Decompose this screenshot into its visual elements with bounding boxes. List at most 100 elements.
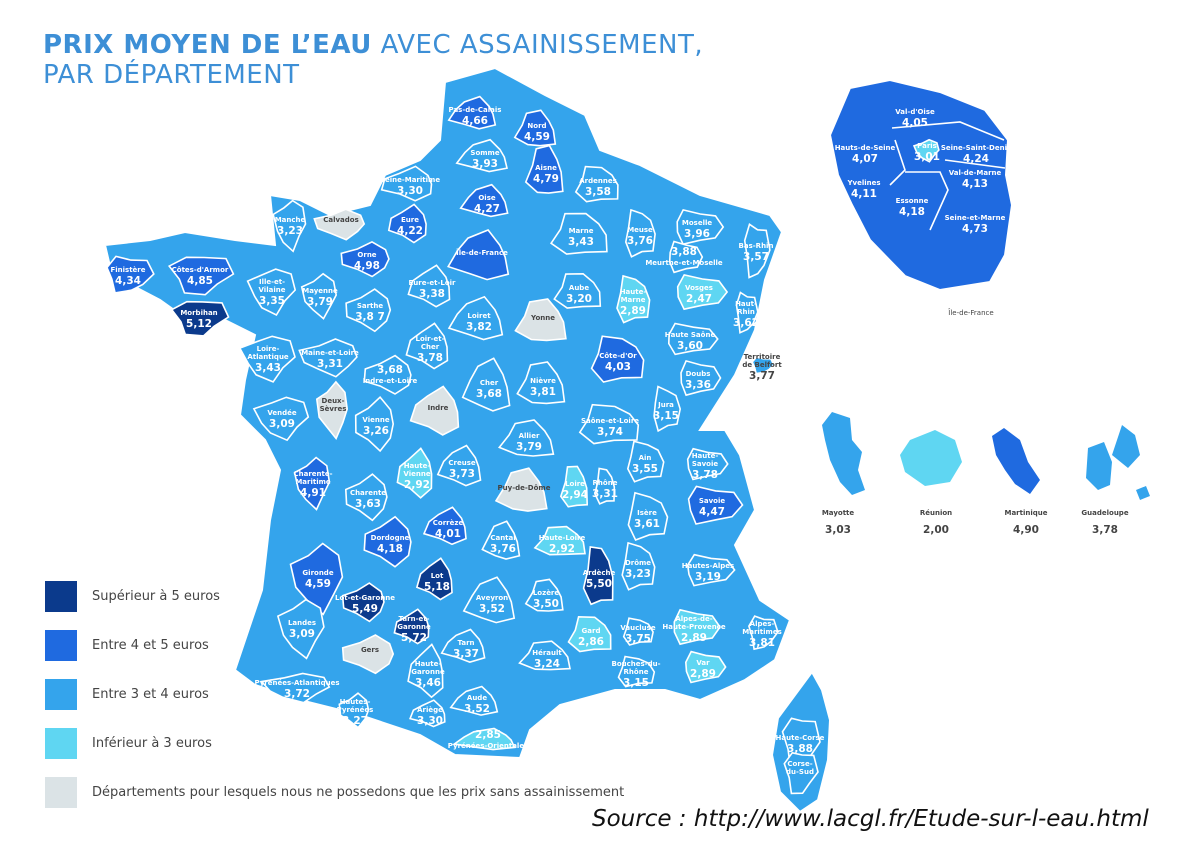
department-herault [518,640,571,671]
department-pyrenees-atlantiques [260,672,331,704]
department-meurthe-et-moselle [668,240,704,274]
department-label-puy-de-dome: Puy-de-Dôme [498,484,551,492]
department-value: 3,27 [342,715,368,727]
department-name: Gers [361,646,379,654]
department-value: 4,47 [699,506,725,518]
department-meuse [624,208,656,258]
department-value: 3,03 [825,524,851,536]
department-marne [549,212,608,255]
department-name: Maine-et-Loire [301,349,359,357]
department-pas-de-calais [447,95,497,130]
legend-item-0: Supérieur à 5 euros [45,581,645,612]
department-value: 3,30 [397,185,423,197]
department-value: 3,68 [476,388,502,400]
department-name: Nord [527,122,546,130]
department-shapes [106,95,821,795]
department-value: 3,81 [749,637,775,649]
department-value: 3,58 [585,186,611,198]
map-title: PRIX MOYEN DE L’EAU AVEC ASSAINISSEMENT,… [43,30,703,90]
department-name: Rhône [593,479,618,487]
department-value: 3,43 [568,236,594,248]
department-vendee [252,396,310,442]
legend-swatch [45,581,77,612]
department-value: 4,03 [605,361,631,373]
department-name: Moselle [682,219,712,227]
department-value: 3,31 [317,358,343,370]
department-value: 3,82 [466,321,492,333]
legend-item-3: Inférieur à 3 euros [45,728,645,759]
department-name: Sèvres [320,405,347,413]
department-gers [341,634,395,675]
department-name: Calvados [323,216,359,224]
department-territoire-de-belfort [751,356,775,375]
department-value: 4,27 [474,203,500,215]
department-savoie [687,485,744,525]
department-name: Cher [421,343,440,351]
department-morbihan [170,300,230,337]
department-pyrenees-orientales [452,727,516,751]
department-drome [621,541,656,591]
department-name: Aude [467,694,487,702]
department-name: Pas-de-Calais [449,106,502,114]
department-value: 3,79 [516,441,542,453]
department-name: Doubs [686,370,711,378]
department-value: 3,31 [592,488,618,500]
department-name: Vendée [267,409,297,417]
department-value: 4,13 [962,178,988,190]
department-nievre [516,361,566,405]
department-seine-maritime [380,165,433,202]
department-value: 4,01 [435,528,461,540]
department-value: 4,07 [852,153,878,165]
department-value: 3,43 [255,362,281,374]
department-name: Marne [621,296,646,304]
department-value: 4,18 [899,206,925,218]
department-name: Territoire [744,353,781,361]
department-value: 5,18 [424,581,450,593]
department-value: 3,88 [787,743,813,755]
department-name: Gard [582,627,601,635]
department-name: Guadeloupe [1081,509,1128,517]
department-correze [422,506,467,546]
department-name: du-Sud [786,768,814,776]
department-hautes-alpes [686,553,736,587]
department-name: Landes [288,619,316,627]
department-isere [627,491,669,542]
department-nord [513,109,557,147]
overseas-shape-guadeloupe [1086,425,1150,500]
department-name: Atlantique [247,353,289,361]
department-name: Haute- [692,452,719,460]
department-aveyron [462,576,516,624]
department-value: 3,68 [377,364,403,376]
department-name: Lot-et-Garonne [335,594,395,602]
department-name: Tarn [457,639,474,647]
legend-label: Inférieur à 3 euros [92,736,212,751]
department-name: Indre-et-Loire [363,377,418,385]
department-loire-atlantique [238,335,296,383]
department-name: Morbihan [180,309,217,317]
overseas-shape-martinique [992,428,1040,494]
department-finistere [106,255,155,294]
department-ain [626,440,665,483]
